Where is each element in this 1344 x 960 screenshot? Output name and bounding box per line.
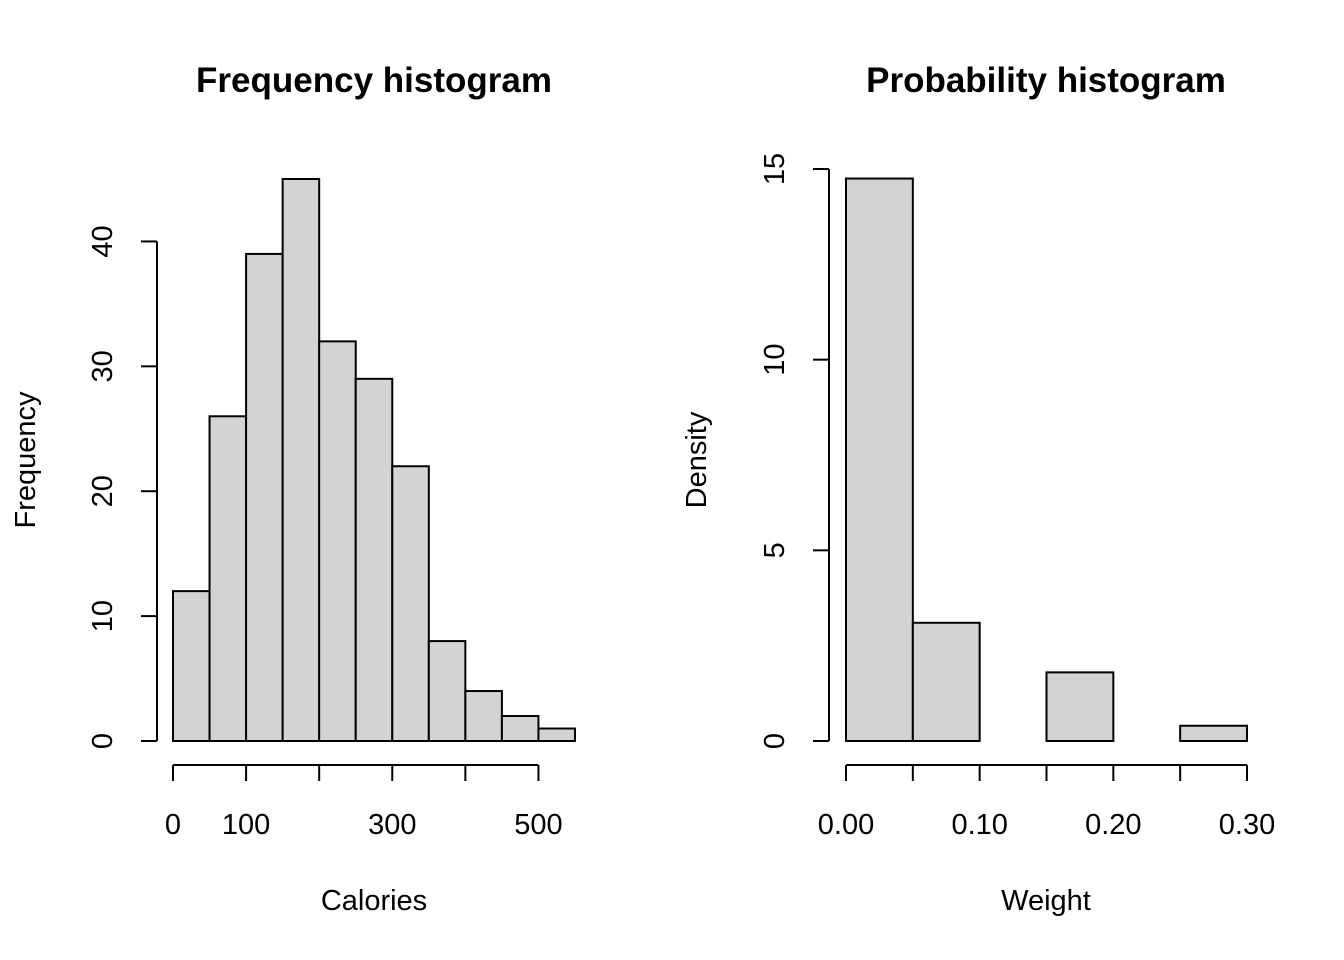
chart-title: Probability histogram [866, 61, 1226, 100]
chart-title: Frequency histogram [196, 61, 552, 100]
x-tick-label: 0.20 [1085, 809, 1141, 841]
y-tick-label: 20 [87, 475, 119, 507]
x-axis-label: Weight [1001, 885, 1091, 917]
histogram-bar [208, 415, 248, 742]
histogram-bar [500, 715, 540, 742]
histogram-bar [391, 465, 430, 742]
histogram-bar [354, 377, 394, 742]
x-tick-label: 500 [514, 809, 562, 841]
y-tick-label: 10 [87, 600, 119, 632]
y-axis-label: Density [681, 411, 713, 508]
x-tick-label: 300 [368, 809, 416, 841]
histogram-bar [464, 690, 503, 742]
histogram-bar [1179, 724, 1248, 742]
histogram-bar [845, 177, 914, 743]
y-axis: 0 10 20 30 40 [87, 225, 158, 749]
y-tick-label: 0 [87, 733, 119, 749]
x-axis: 0 100 300 500 [165, 764, 563, 841]
histogram-bar [427, 640, 467, 742]
y-tick-label: 40 [87, 225, 119, 257]
x-tick-label: 100 [222, 809, 270, 841]
x-axis: 0.00 0.10 0.20 0.30 [818, 764, 1275, 841]
x-axis-label: Calories [321, 885, 427, 917]
y-tick-label: 0 [759, 733, 791, 749]
y-tick-label: 5 [759, 542, 791, 558]
probability-histogram-panel: Probability histogram Weight Density 0.0… [681, 61, 1275, 917]
x-tick-label: 0.10 [951, 809, 1007, 841]
y-tick-label: 15 [759, 153, 791, 185]
bars-group [845, 177, 1248, 743]
y-axis-label: Frequency [10, 391, 42, 529]
x-tick-label: 0.30 [1219, 809, 1275, 841]
histogram-bar [1045, 671, 1115, 742]
histogram-bar [245, 252, 284, 743]
x-tick-label: 0 [165, 809, 181, 841]
histogram-bar [537, 727, 576, 742]
histogram-bar [172, 590, 211, 743]
histogram-bar [318, 340, 357, 742]
x-tick-label: 0.00 [818, 809, 874, 841]
y-tick-label: 10 [759, 344, 791, 376]
y-axis: 0 5 10 15 [759, 153, 830, 749]
y-tick-label: 30 [87, 350, 119, 382]
bars-group [172, 178, 576, 743]
histogram-bar [281, 178, 321, 742]
frequency-histogram-panel: Frequency histogram Calories Frequency 0… [10, 61, 576, 917]
histogram-bar [911, 621, 981, 743]
